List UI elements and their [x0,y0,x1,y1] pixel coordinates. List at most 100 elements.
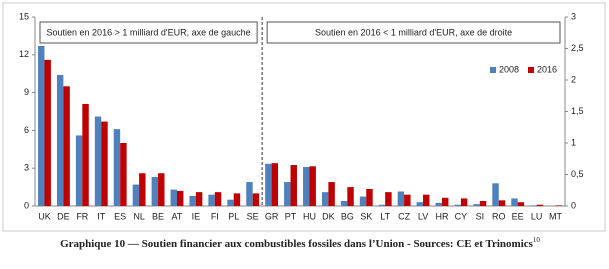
bar [101,121,108,206]
x-tick-label: MT [549,211,562,221]
bar [120,143,127,206]
x-tick-label: SE [247,211,259,221]
bar [385,192,392,206]
bar [132,184,140,206]
legend-swatch [490,67,496,73]
x-tick-label: RO [492,211,506,221]
legend-label: 2016 [537,64,557,74]
bar [378,204,386,206]
x-tick-label: SI [476,211,485,221]
bar [498,200,506,206]
bar [56,74,64,207]
annotation-box [39,21,258,44]
bar [492,183,499,206]
bar [252,193,260,206]
x-tick-label: HU [303,211,316,221]
bar [479,200,487,206]
x-tick-label: SK [360,211,372,221]
x-tick-label: CZ [398,211,410,221]
y-tick-label: 2 [571,74,576,84]
bar [265,163,272,206]
bar [423,194,430,206]
annotation: Soutien en 2016 < 1 milliard d'EUR, axe … [315,27,512,37]
bar [195,192,203,206]
bar [340,200,348,206]
x-tick-label: NL [133,211,145,221]
bar [454,204,461,206]
bar [208,194,215,206]
bar [227,199,234,206]
bar [435,202,442,206]
x-tick-label: IE [192,211,201,221]
bar [158,173,165,206]
x-tick-label: GR [265,211,279,221]
bar [416,202,424,206]
bar [246,182,253,206]
bar [284,182,291,206]
x-tick-label: BE [152,211,164,221]
chart-frame [2,2,606,232]
bar [82,103,89,206]
bar [530,205,537,206]
y-tick-label: 1,5 [571,106,584,116]
caption: Graphique 10 — Soutien financier aux com… [60,236,540,250]
y-tick-label: 0 [24,200,29,210]
bar [139,173,146,206]
bar [511,198,518,206]
y-tick-label: 9 [24,87,29,97]
y-tick-label: 1 [571,137,576,147]
bar [44,59,51,207]
x-tick-label: UK [38,211,51,221]
y-tick-label: 6 [24,125,29,135]
bar [347,187,354,206]
bar [63,86,70,206]
x-tick-label: IT [97,211,106,221]
x-tick-label: FI [211,211,219,221]
y-tick-label: 3 [571,11,576,21]
bar [233,193,241,206]
x-tick-label: LV [418,211,428,221]
bar [113,129,121,206]
x-tick-label: LT [380,211,390,221]
x-tick-label: ES [114,211,126,221]
bar [38,45,45,207]
x-tick-label: EE [512,211,524,221]
x-tick-label: DE [57,211,70,221]
x-tick-label: BG [341,211,354,221]
caption-text: Graphique 10 — Soutien financier aux com… [60,238,534,250]
bar [176,190,184,206]
x-tick-label: LU [531,211,543,221]
y-tick-label: 3 [24,163,29,173]
annotation: Soutien en 2016 > 1 milliard d'EUR, axe … [47,27,251,37]
y-tick-label: 12 [19,49,29,59]
y-tick-label: 2,5 [571,43,584,53]
bar [94,116,102,206]
x-tick-label: HR [435,211,448,221]
bar [309,166,316,206]
bar [189,195,196,206]
bar [328,182,335,206]
bar [75,135,83,206]
bar [151,177,159,206]
x-tick-label: DK [322,211,335,221]
bar [404,194,411,206]
x-tick-label: PL [228,211,239,221]
bar [290,165,297,206]
caption-note: 10 [533,236,541,244]
bar [170,189,177,206]
x-tick-label: FR [76,211,88,221]
bar [214,192,222,206]
annotation-box [266,21,561,44]
bar [441,197,449,206]
legend-swatch [528,67,534,73]
bar [321,192,329,206]
bar [366,188,373,206]
bar [555,205,562,206]
y-tick-label: 15 [19,11,29,21]
y-tick-label: 0,5 [571,169,584,179]
bar [397,191,405,206]
bar [303,166,310,206]
bar [359,196,367,206]
